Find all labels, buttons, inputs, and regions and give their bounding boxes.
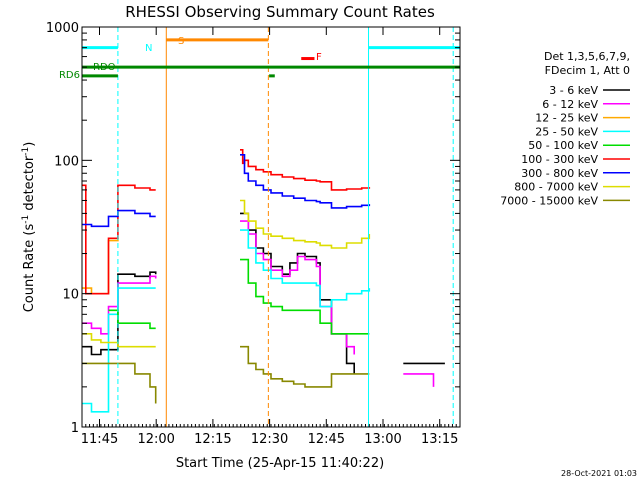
series-3-segment-1 — [240, 229, 371, 308]
series-1-segment-2 — [403, 373, 435, 387]
legend: Det 1,3,5,6,7,9, FDecim 1, Att 0 3 - 6 k… — [500, 50, 630, 207]
legend-label-7: 800 - 7000 keV — [514, 181, 598, 194]
y-tick-label-2: 100 — [54, 154, 79, 169]
x-tick-label-1: 12:00 — [137, 432, 174, 447]
flag-label-f: F — [316, 52, 322, 63]
x-tick-label-0: 11:45 — [81, 432, 118, 447]
series-6-segment-1 — [240, 154, 371, 209]
y-label-exponent-2: -1 — [21, 147, 31, 156]
x-tick-label-4: 12:45 — [308, 432, 345, 447]
y-label-part-2: detector — [22, 155, 37, 215]
legend-label-2: 12 - 25 keV — [535, 112, 598, 125]
legend-label-1: 6 - 12 keV — [542, 98, 598, 111]
y-tick-label-0: 1 — [71, 421, 79, 436]
y-axis-ticks: 1 10 100 1000 — [46, 21, 460, 436]
flag-overlays: N S F RDO RD6 — [59, 27, 460, 427]
legend-label-5: 100 - 300 keV — [521, 153, 598, 166]
legend-header-line-2: FDecim 1, Att 0 — [545, 64, 630, 77]
legend-label-3: 25 - 50 keV — [535, 125, 598, 138]
y-label-exponent-1: -1 — [21, 215, 31, 224]
x-tick-label-6: 13:15 — [421, 432, 458, 447]
series-0-segment-0 — [82, 271, 157, 356]
flag-label-n: N — [145, 43, 152, 54]
y-label-part-1: Count Rate (s — [22, 224, 37, 313]
flag-label-s: S — [178, 36, 184, 47]
series-1-segment-0 — [82, 275, 157, 335]
x-axis-label: Start Time (25-Apr-15 11:40:22) — [176, 456, 384, 471]
plot-frame — [81, 26, 461, 428]
series-0-segment-1 — [240, 212, 355, 374]
legend-header-line-1: Det 1,3,5,6,7,9, — [544, 50, 630, 63]
chart-title: RHESSI Observing Summary Count Rates — [125, 3, 435, 21]
y-label-part-3: ) — [22, 142, 37, 147]
series-5-segment-1 — [240, 149, 371, 191]
series-7-segment-1 — [240, 199, 371, 249]
x-tick-label-2: 12:15 — [194, 432, 231, 447]
data-traces — [82, 149, 445, 413]
generation-timestamp: 28-Oct-2021 01:03 — [561, 469, 637, 478]
series-5-segment-0 — [82, 184, 156, 295]
series-4-segment-0 — [108, 309, 156, 330]
legend-label-8: 7000 - 15000 keV — [500, 194, 598, 207]
series-3-segment-0 — [82, 287, 156, 413]
y-tick-label-3: 1000 — [46, 21, 79, 36]
series-8-segment-1 — [240, 345, 370, 388]
y-axis-label: Count Rate (s-1 detector-1) — [21, 142, 37, 313]
y-tick-label-1: 10 — [62, 288, 79, 303]
x-tick-label-5: 13:00 — [364, 432, 401, 447]
legend-label-4: 50 - 100 keV — [528, 139, 598, 152]
series-7-segment-0 — [82, 333, 156, 348]
legend-label-6: 300 - 800 keV — [521, 167, 598, 180]
plot-area: N S F RDO RD6 11:45 12:00 12:15 12:30 12:45 13:00… — [46, 21, 461, 447]
series-2-segment-0 — [82, 238, 119, 295]
series-8-segment-0 — [82, 362, 157, 404]
flag-label-rdo: RDO — [93, 62, 116, 73]
x-tick-label-3: 12:30 — [251, 432, 288, 447]
series-4-segment-1 — [240, 258, 370, 335]
legend-label-0: 3 - 6 keV — [549, 84, 598, 97]
series-6-segment-0 — [82, 209, 156, 228]
flag-label-rd6: RD6 — [59, 70, 80, 81]
